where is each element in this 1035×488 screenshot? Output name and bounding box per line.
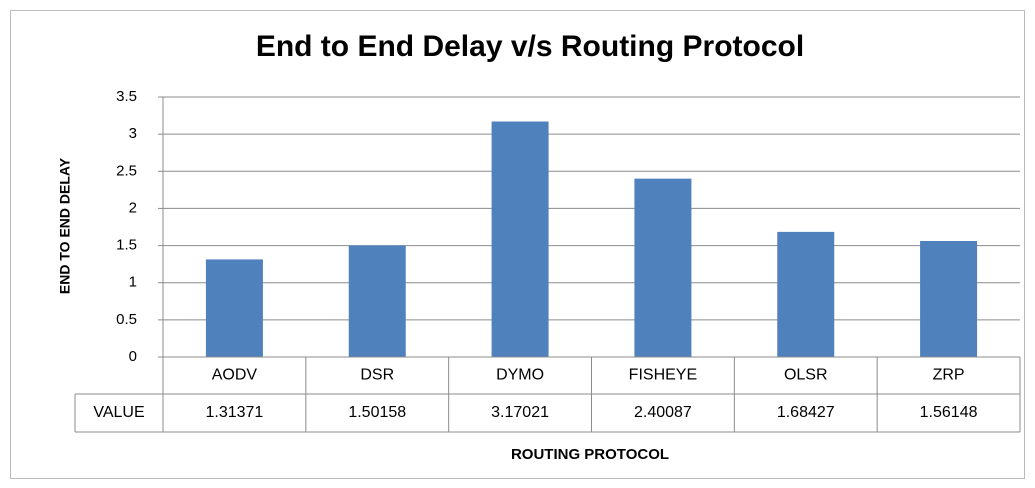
x-tick-label: DYMO: [496, 367, 544, 384]
x-tick-label: DSR: [360, 367, 394, 384]
bar: [491, 121, 549, 357]
y-tick-label: 0.5: [116, 311, 137, 328]
x-tick-label: AODV: [212, 367, 258, 384]
y-tick-label: 0: [129, 348, 137, 365]
table-value: 3.17021: [491, 404, 549, 421]
table-value: 1.68427: [777, 404, 835, 421]
y-tick-label: 2: [129, 199, 137, 216]
bar: [634, 178, 692, 357]
bar: [777, 231, 835, 357]
table-value: 1.50158: [348, 404, 406, 421]
table-value: 1.31371: [205, 404, 263, 421]
x-tick-label: FISHEYE: [629, 367, 697, 384]
y-tick-label: 2.5: [116, 162, 137, 179]
y-tick-label: 1.5: [116, 237, 137, 254]
y-tick-label: 3.5: [116, 88, 137, 105]
x-tick-label: OLSR: [784, 367, 828, 384]
bar: [205, 259, 263, 357]
x-axis-title: ROUTING PROTOCOL: [511, 446, 669, 463]
y-tick-label: 3: [129, 125, 137, 142]
table-row-label: VALUE: [93, 404, 144, 421]
y-tick-label: 1: [129, 274, 137, 291]
y-axis-title: END TO END DELAY: [57, 157, 73, 294]
x-tick-label: ZRP: [933, 367, 965, 384]
bar: [920, 241, 978, 357]
table-value: 1.56148: [920, 404, 978, 421]
bar: [348, 245, 406, 357]
table-value: 2.40087: [634, 404, 692, 421]
chart-title: End to End Delay v/s Routing Protocol: [256, 30, 804, 63]
